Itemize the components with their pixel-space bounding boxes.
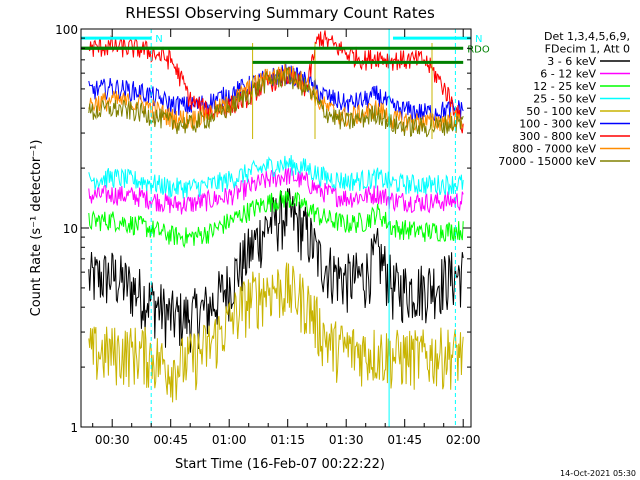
annotation-label: N	[475, 34, 482, 45]
series-line	[88, 64, 464, 122]
legend-label: 50 - 100 keV	[526, 105, 596, 118]
y-tick-label: 100	[55, 23, 78, 37]
legend-label: 7000 - 15000 keV	[498, 155, 596, 168]
event-marker-layer	[80, 29, 456, 427]
y-axis-label: Count Rate (s⁻¹ detector⁻¹)	[29, 140, 44, 317]
footer-timestamp: 14-Oct-2021 05:30	[560, 469, 636, 478]
legend-label: 6 - 12 keV	[540, 68, 596, 81]
x-axis-label: Start Time (16-Feb-07 00:22:22)	[175, 457, 385, 472]
legend-label: 25 - 50 keV	[533, 93, 596, 106]
legend-header: Det 1,3,4,5,6,9,	[544, 30, 630, 43]
x-tick-label: 00:45	[153, 433, 188, 447]
x-tick-label: 01:15	[270, 433, 305, 447]
legend-label: 100 - 300 keV	[519, 118, 596, 131]
annotation-label: N	[155, 34, 162, 45]
series-6	[88, 30, 464, 134]
series-4	[88, 262, 464, 403]
series-layer	[88, 30, 464, 403]
legend-label: 300 - 800 keV	[519, 130, 596, 143]
x-tick-label: 01:45	[387, 433, 422, 447]
legend-label: 3 - 6 keV	[547, 55, 596, 68]
series-line	[88, 30, 464, 134]
chart-title: RHESSI Observing Summary Count Rates	[125, 4, 435, 22]
legend-header: FDecim 1, Att 0	[545, 43, 630, 56]
series-5	[88, 64, 464, 122]
series-line	[88, 262, 464, 403]
annotation-label: RDO	[467, 44, 490, 55]
x-tick-label: 02:00	[446, 433, 481, 447]
legend: Det 1,3,4,5,6,9,FDecim 1, Att 03 - 6 keV…	[498, 30, 630, 168]
legend-label: 12 - 25 keV	[533, 80, 596, 93]
y-tick-label: 1	[70, 421, 78, 435]
series-3	[88, 155, 464, 199]
x-tick-label: 00:30	[95, 433, 130, 447]
axis-layer: 00:30 00:45 01:00 01:15 01:30 01:45 02:00 1 10 10…	[55, 23, 480, 447]
x-tick-label: 01:00	[212, 433, 247, 447]
series-line	[88, 155, 464, 199]
legend-label: 800 - 7000 keV	[512, 143, 596, 156]
x-tick-label: 01:30	[329, 433, 364, 447]
y-tick-label: 10	[63, 222, 78, 236]
